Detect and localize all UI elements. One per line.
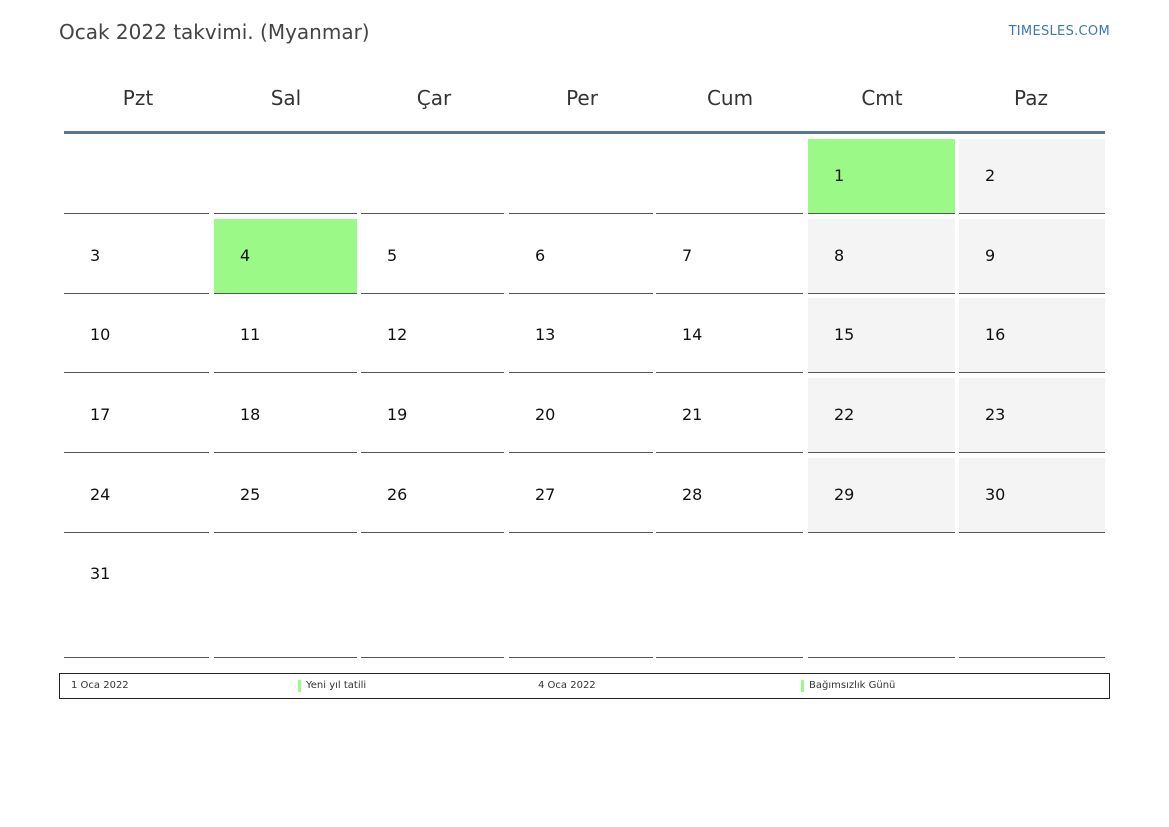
- day-cell: 23: [959, 378, 1105, 453]
- day-number: 20: [535, 405, 556, 424]
- day-number: 31: [90, 564, 111, 583]
- day-cell: [656, 537, 803, 658]
- day-cell: 20: [509, 378, 653, 453]
- weekday-label: Paz: [1014, 86, 1048, 110]
- day-cell: [214, 537, 357, 658]
- day-cell: 7: [656, 219, 803, 294]
- day-cell: 19: [361, 378, 504, 453]
- day-number: 11: [240, 325, 261, 344]
- day-cell: 4: [214, 219, 357, 294]
- day-cell: 6: [509, 219, 653, 294]
- legend-holiday-name: Yeni yıl tatili: [306, 680, 367, 691]
- day-cell: 29: [808, 458, 955, 533]
- day-number: 23: [985, 405, 1006, 424]
- day-cell: 27: [509, 458, 653, 533]
- day-number: 5: [387, 246, 398, 265]
- day-cell: [959, 537, 1105, 658]
- weekday-label: Çar: [416, 86, 452, 110]
- day-number: 28: [682, 485, 703, 504]
- day-number: 22: [834, 405, 855, 424]
- day-cell: [656, 139, 803, 214]
- day-cell: 5: [361, 219, 504, 294]
- day-cell: 26: [361, 458, 504, 533]
- day-cell: 11: [214, 298, 357, 373]
- day-number: 6: [535, 246, 546, 265]
- day-number: 25: [240, 485, 261, 504]
- day-number: 8: [834, 246, 845, 265]
- day-cell: 21: [656, 378, 803, 453]
- day-cell: [808, 537, 955, 658]
- day-number: 7: [682, 246, 693, 265]
- day-cell: [64, 139, 209, 214]
- day-cell: 10: [64, 298, 209, 373]
- day-number: 24: [90, 485, 111, 504]
- day-number: 19: [387, 405, 408, 424]
- weekday-label: Per: [566, 86, 598, 110]
- legend-date: 1 Oca 2022: [71, 680, 129, 691]
- holiday-legend: 1 Oca 2022 Yeni yıl tatili 4 Oca 2022 Ba…: [59, 673, 1110, 699]
- page-title: Ocak 2022 takvimi. (Myanmar): [59, 20, 370, 44]
- day-number: 26: [387, 485, 408, 504]
- day-cell: [509, 139, 653, 214]
- day-cell: 25: [214, 458, 357, 533]
- weekday-header: Pzt Sal Çar Per Cum Cmt Paz: [64, 64, 1105, 134]
- brand-link[interactable]: TIMESLES.COM: [1008, 24, 1110, 39]
- day-cell: 30: [959, 458, 1105, 533]
- day-number: 17: [90, 405, 111, 424]
- day-cell: 31: [64, 537, 209, 658]
- day-cell: 28: [656, 458, 803, 533]
- day-cell: 16: [959, 298, 1105, 373]
- day-number: 18: [240, 405, 261, 424]
- day-cell: [214, 139, 357, 214]
- day-cell: 14: [656, 298, 803, 373]
- day-number: 15: [834, 325, 855, 344]
- day-cell: 18: [214, 378, 357, 453]
- day-cell: [361, 139, 504, 214]
- day-number: 4: [240, 246, 251, 265]
- day-cell: 22: [808, 378, 955, 453]
- day-cell: 24: [64, 458, 209, 533]
- day-cell: 2: [959, 139, 1105, 214]
- day-cell: 15: [808, 298, 955, 373]
- day-number: 2: [985, 166, 996, 185]
- weekday-label: Pzt: [122, 86, 154, 110]
- day-number: 29: [834, 485, 855, 504]
- day-number: 16: [985, 325, 1006, 344]
- day-cell: 8: [808, 219, 955, 294]
- day-number: 3: [90, 246, 101, 265]
- day-number: 14: [682, 325, 703, 344]
- day-cell: [509, 537, 653, 658]
- day-number: 21: [682, 405, 703, 424]
- holiday-swatch-icon: [298, 680, 301, 692]
- day-cell: 12: [361, 298, 504, 373]
- day-cell: 17: [64, 378, 209, 453]
- day-cell: 13: [509, 298, 653, 373]
- day-number: 12: [387, 325, 408, 344]
- day-number: 27: [535, 485, 556, 504]
- day-number: 9: [985, 246, 996, 265]
- day-number: 1: [834, 166, 845, 185]
- day-cell: 3: [64, 219, 209, 294]
- legend-date: 4 Oca 2022: [538, 680, 596, 691]
- day-cell: 9: [959, 219, 1105, 294]
- day-number: 10: [90, 325, 111, 344]
- day-number: 13: [535, 325, 556, 344]
- weekday-label: Sal: [270, 86, 302, 110]
- weekday-label: Cum: [706, 86, 754, 110]
- legend-holiday-name: Bağımsızlık Günü: [809, 680, 896, 691]
- day-number: 30: [985, 485, 1006, 504]
- day-cell: [361, 537, 504, 658]
- day-cell: 1: [808, 139, 955, 214]
- weekday-label: Cmt: [861, 86, 903, 110]
- holiday-swatch-icon: [801, 680, 804, 692]
